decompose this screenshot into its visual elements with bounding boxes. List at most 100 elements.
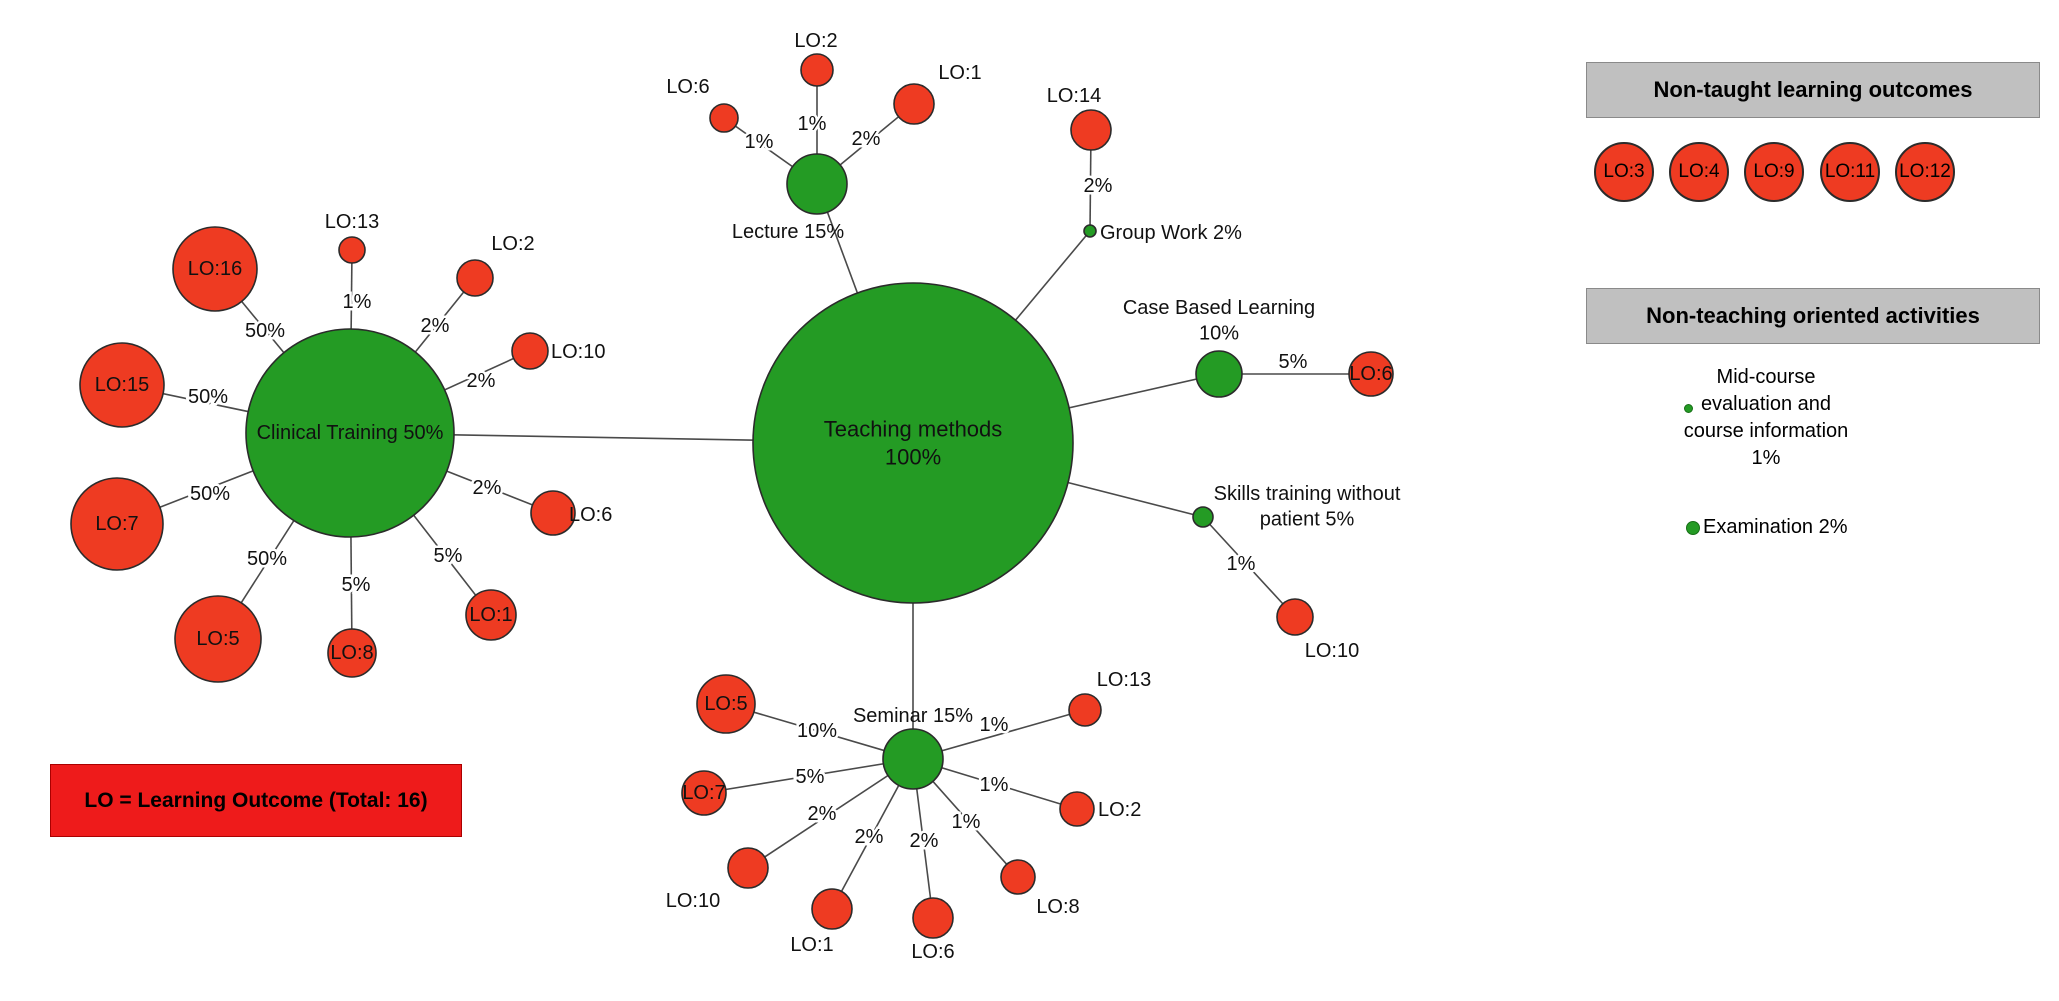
legend-text: LO = Learning Outcome (Total: 16) (84, 788, 428, 812)
edge-label-clinical-c5: 50% (247, 548, 287, 570)
non-teaching-title: Non-teaching oriented activities (1646, 303, 1980, 328)
label-c7: LO:7 (95, 513, 138, 535)
label-teaching: 100% (885, 445, 941, 470)
node-c10 (511, 332, 549, 370)
node-seminar (882, 728, 944, 790)
label-layer: 50% 50% 50% 50% 5% 5% 2% 2% 2% 1% 1% 1% 2% 2% 5% 1% 10% 5… (95, 30, 1401, 963)
midcourse-line-1: Mid-course (1716, 366, 1816, 388)
node-c5 (174, 595, 262, 683)
edge-skills-s10 (1202, 516, 1296, 618)
node-cb6 (1348, 351, 1394, 397)
edge-label-clinical-c2: 2% (421, 315, 450, 337)
label-cbl: 10% (1199, 323, 1239, 345)
edge-label-groupwork-g14: 2% (1084, 175, 1113, 197)
edge-label-clinical-c15: 50% (188, 386, 228, 408)
edge-label-clinical-c8: 5% (342, 574, 371, 596)
label-c2: LO:2 (491, 233, 534, 255)
node-c1 (465, 589, 517, 641)
label-m2: LO:2 (1098, 799, 1141, 821)
edge-label-lecture-l6: 1% (745, 131, 774, 153)
legend-box: LO = Learning Outcome (Total: 16) (50, 764, 462, 837)
label-c5: LO:5 (196, 628, 239, 650)
node-m13 (1068, 693, 1102, 727)
edge-label-lecture-l2: 1% (798, 113, 827, 135)
edge-label-clinical-c16: 50% (245, 320, 285, 342)
non-teaching-header: Non-teaching oriented activities (1586, 288, 2040, 344)
edge-label-seminar-m1: 2% (855, 826, 884, 848)
label-c6: LO:6 (569, 504, 612, 526)
node-c2 (456, 259, 494, 297)
edge-label-clinical-c7: 50% (190, 483, 230, 505)
label-skills: patient 5% (1260, 509, 1355, 531)
label-m13: LO:13 (1097, 669, 1151, 691)
midcourse-dot-icon (1684, 404, 1693, 413)
label-groupwork: Group Work 2% (1100, 222, 1242, 244)
edge-label-seminar-m10: 2% (808, 803, 837, 825)
edge-label-seminar-m7: 5% (796, 766, 825, 788)
node-l1 (893, 83, 935, 125)
label-clinical: Clinical Training 50% (257, 422, 444, 444)
label-c16: LO:16 (188, 258, 242, 280)
label-m1: LO:1 (790, 934, 833, 956)
label-m7: LO:7 (682, 782, 725, 804)
edge-label-seminar-m8: 1% (952, 811, 981, 833)
edge-label-skills-s10: 1% (1227, 553, 1256, 575)
node-m8 (1000, 859, 1036, 895)
edge-label-clinical-c1: 5% (434, 545, 463, 567)
label-c8: LO:8 (330, 642, 373, 664)
non-taught-lo11-circle: LO:11 (1820, 142, 1880, 202)
node-clinical (245, 328, 455, 538)
examination-dot-icon (1686, 520, 1700, 535)
node-c15 (79, 342, 165, 428)
node-lecture (786, 153, 848, 215)
edge-label-clinical-c13: 1% (343, 291, 372, 313)
midcourse-line-3: course information (1683, 420, 1849, 442)
midcourse-line-2: evaluation and (1700, 393, 1832, 415)
label-m8: LO:8 (1036, 896, 1079, 918)
node-c13 (338, 236, 366, 264)
non-taught-lo12-circle: LO:12 (1895, 142, 1955, 202)
label-seminar: Seminar 15% (853, 705, 973, 727)
label-g14: LO:14 (1047, 85, 1101, 107)
non-taught-title: Non-taught learning outcomes (1653, 77, 1973, 102)
node-g14 (1070, 109, 1112, 151)
label-s10: LO:10 (1305, 640, 1359, 662)
midcourse-block: Mid-course evaluation and course informa… (1616, 364, 1916, 472)
node-c8 (327, 628, 377, 678)
examination-row: Examination 2% (1686, 516, 1848, 539)
non-taught-lo3-label: LO:3 (1603, 161, 1645, 182)
non-taught-lo4-circle: LO:4 (1669, 142, 1729, 202)
node-m2 (1059, 791, 1095, 827)
node-m6 (912, 897, 954, 939)
node-l2 (800, 53, 834, 87)
non-taught-lo12-label: LO:12 (1899, 161, 1951, 182)
edge-seminar-m7 (703, 758, 914, 794)
label-m5: LO:5 (704, 693, 747, 715)
label-cb6: LO:6 (1349, 363, 1392, 385)
label-c15: LO:15 (95, 374, 149, 396)
edge-label-seminar-m13: 1% (980, 714, 1009, 736)
edge-label-lecture-l1: 2% (852, 128, 881, 150)
edge-seminar-m10 (747, 758, 914, 869)
node-skills (1192, 506, 1214, 528)
node-m5 (696, 674, 756, 734)
node-l6 (709, 103, 739, 133)
node-c16 (172, 226, 258, 312)
node-cbl (1195, 350, 1243, 398)
node-s10 (1276, 598, 1314, 636)
edge-label-seminar-m5: 10% (797, 720, 837, 742)
node-teaching (752, 282, 1074, 604)
node-c6 (530, 490, 576, 536)
label-skills: Skills training without (1214, 483, 1401, 505)
label-m10: LO:10 (666, 890, 720, 912)
label-l2: LO:2 (794, 30, 837, 52)
label-c10: LO:10 (551, 341, 605, 363)
edge-label-cbl-cb6: 5% (1279, 351, 1308, 373)
node-m7 (681, 770, 727, 816)
edge-label-seminar-m6: 2% (910, 830, 939, 852)
non-taught-lo9-circle: LO:9 (1744, 142, 1804, 202)
non-taught-lo4-label: LO:4 (1678, 161, 1720, 182)
node-m1 (811, 888, 853, 930)
